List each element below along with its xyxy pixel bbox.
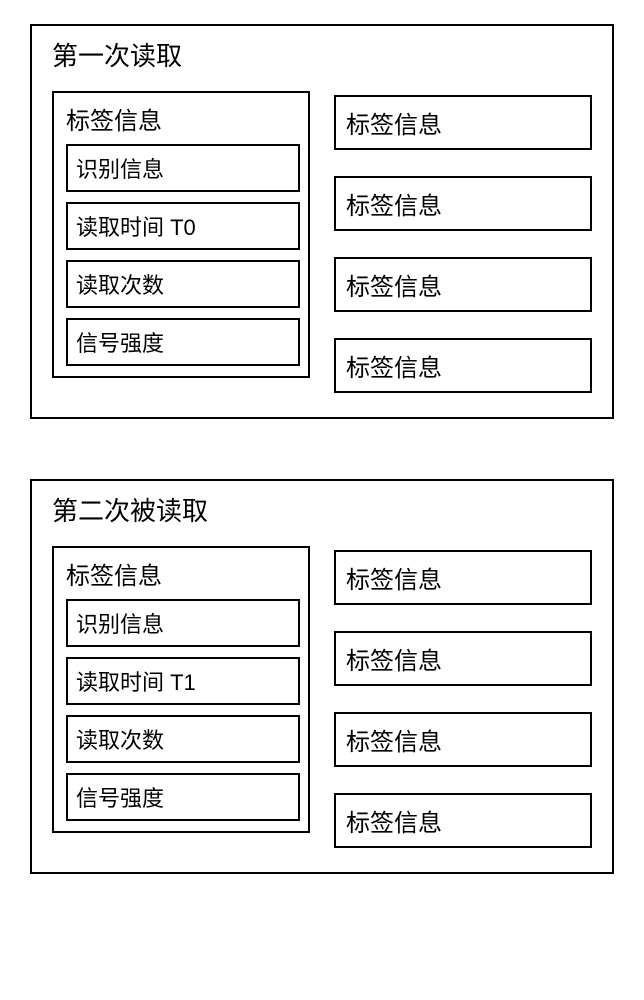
- tag-info-item: 标签信息: [334, 550, 592, 605]
- field-identify: 识别信息: [66, 599, 300, 647]
- read-title: 第一次读取: [52, 36, 592, 73]
- field-read-time: 读取时间 T0: [66, 202, 300, 250]
- tag-info-label: 标签信息: [66, 101, 300, 136]
- tag-info-item: 标签信息: [334, 712, 592, 767]
- tag-info-item: 标签信息: [334, 176, 592, 231]
- right-column: 标签信息 标签信息 标签信息 标签信息: [334, 91, 592, 393]
- field-identify: 识别信息: [66, 144, 300, 192]
- field-read-time: 读取时间 T1: [66, 657, 300, 705]
- field-read-count: 读取次数: [66, 715, 300, 763]
- tag-info-item: 标签信息: [334, 338, 592, 393]
- field-signal-strength: 信号强度: [66, 773, 300, 821]
- left-column: 标签信息 识别信息 读取时间 T1 读取次数 信号强度: [52, 546, 310, 833]
- tag-info-item: 标签信息: [334, 257, 592, 312]
- content-row: 标签信息 识别信息 读取时间 T0 读取次数 信号强度 标签信息 标签信息 标签…: [52, 91, 592, 393]
- tag-info-box: 标签信息 识别信息 读取时间 T0 读取次数 信号强度: [52, 91, 310, 378]
- field-read-count: 读取次数: [66, 260, 300, 308]
- tag-info-item: 标签信息: [334, 95, 592, 150]
- left-column: 标签信息 识别信息 读取时间 T0 读取次数 信号强度: [52, 91, 310, 378]
- field-signal-strength: 信号强度: [66, 318, 300, 366]
- read-block-2: 第二次被读取 标签信息 识别信息 读取时间 T1 读取次数 信号强度 标签信息 …: [30, 479, 614, 874]
- read-title: 第二次被读取: [52, 491, 592, 528]
- content-row: 标签信息 识别信息 读取时间 T1 读取次数 信号强度 标签信息 标签信息 标签…: [52, 546, 592, 848]
- read-block-1: 第一次读取 标签信息 识别信息 读取时间 T0 读取次数 信号强度 标签信息 标…: [30, 24, 614, 419]
- tag-info-item: 标签信息: [334, 631, 592, 686]
- tag-info-label: 标签信息: [66, 556, 300, 591]
- tag-info-box: 标签信息 识别信息 读取时间 T1 读取次数 信号强度: [52, 546, 310, 833]
- tag-info-item: 标签信息: [334, 793, 592, 848]
- right-column: 标签信息 标签信息 标签信息 标签信息: [334, 546, 592, 848]
